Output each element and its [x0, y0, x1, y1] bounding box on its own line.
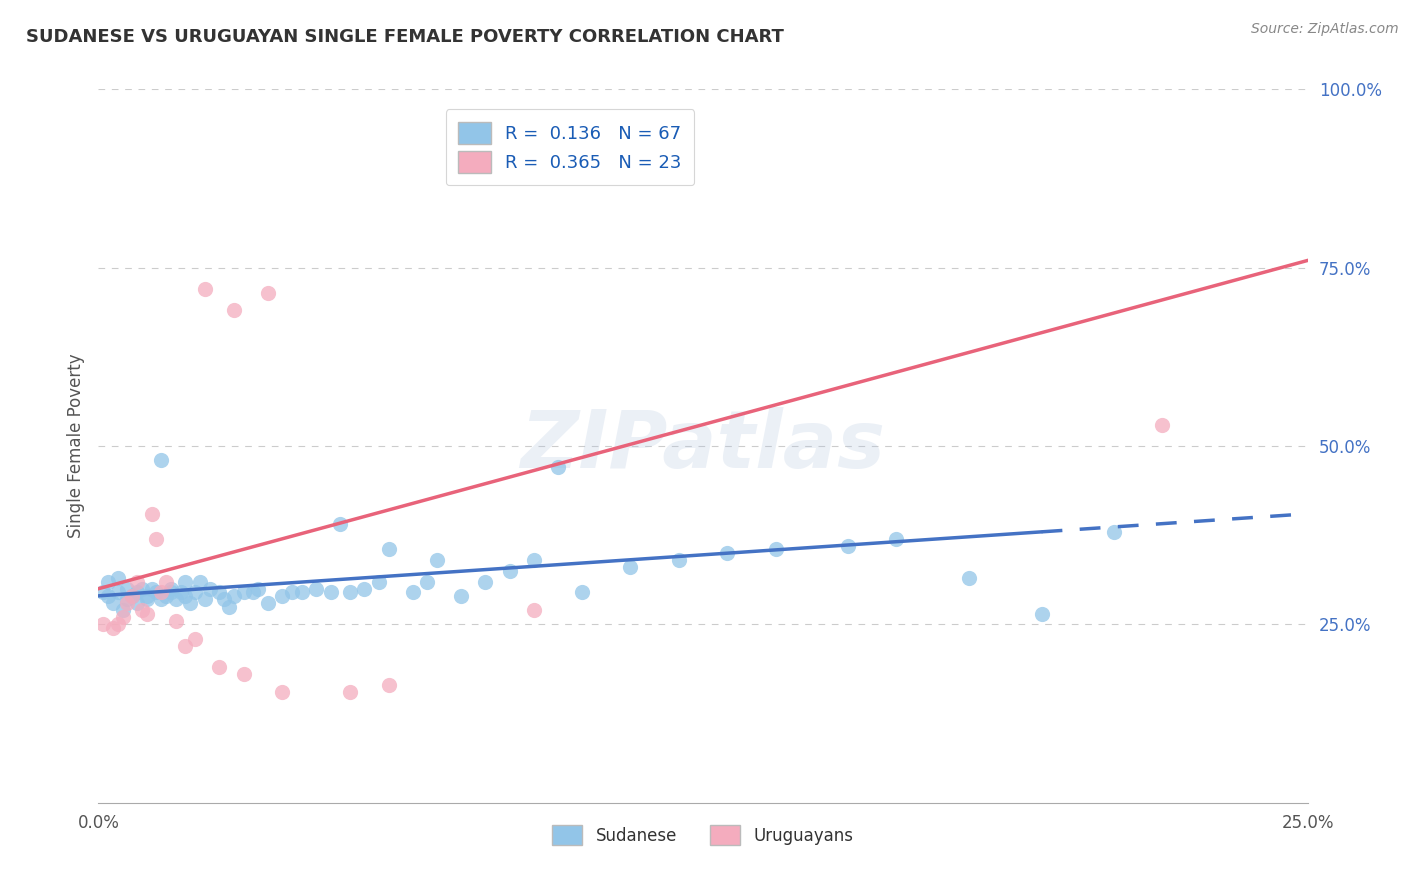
Point [101, 596, 124, 610]
Point [523, 603, 546, 617]
Point [329, 517, 352, 532]
Point [765, 542, 787, 557]
Point [107, 585, 129, 599]
Point [281, 585, 304, 599]
Point [232, 585, 254, 599]
Point [377, 678, 399, 692]
Point [571, 585, 593, 599]
Point [194, 282, 217, 296]
Point [368, 574, 391, 589]
Point [547, 460, 569, 475]
Point [91, 585, 114, 599]
Text: Source: ZipAtlas.com: Source: ZipAtlas.com [1251, 22, 1399, 37]
Point [111, 603, 134, 617]
Point [256, 596, 278, 610]
Point [474, 574, 496, 589]
Point [165, 614, 187, 628]
Point [668, 553, 690, 567]
Point [271, 685, 294, 699]
Point [498, 564, 520, 578]
Point [957, 571, 980, 585]
Point [523, 553, 546, 567]
Point [91, 617, 114, 632]
Point [127, 574, 149, 589]
Point [218, 599, 240, 614]
Point [208, 585, 231, 599]
Point [131, 603, 153, 617]
Point [339, 685, 361, 699]
Point [305, 582, 328, 596]
Point [117, 582, 139, 596]
Point [107, 571, 129, 585]
Point [174, 589, 197, 603]
Point [150, 592, 173, 607]
Point [619, 560, 641, 574]
Point [188, 574, 211, 589]
Point [155, 589, 177, 603]
Point [174, 639, 197, 653]
Point [111, 610, 134, 624]
Point [117, 596, 139, 610]
Point [150, 585, 173, 599]
Point [242, 585, 264, 599]
Point [212, 592, 235, 607]
Point [319, 585, 342, 599]
Legend: Sudanese, Uruguayans: Sudanese, Uruguayans [538, 812, 868, 859]
Point [353, 582, 375, 596]
Point [1031, 607, 1053, 621]
Point [131, 582, 153, 596]
Point [160, 585, 183, 599]
Point [97, 574, 120, 589]
Point [150, 453, 173, 467]
Point [208, 660, 231, 674]
Point [290, 585, 312, 599]
Point [174, 574, 197, 589]
Point [402, 585, 425, 599]
Point [450, 589, 472, 603]
Point [837, 539, 859, 553]
Point [339, 585, 361, 599]
Point [377, 542, 399, 557]
Point [145, 585, 167, 599]
Point [121, 589, 143, 603]
Point [165, 592, 187, 607]
Point [155, 574, 177, 589]
Point [141, 582, 163, 596]
Point [97, 589, 120, 603]
Point [179, 596, 201, 610]
Point [194, 592, 217, 607]
Point [184, 585, 207, 599]
Point [271, 589, 294, 603]
Point [198, 582, 221, 596]
Point [256, 285, 278, 300]
Point [1152, 417, 1174, 432]
Y-axis label: Single Female Poverty: Single Female Poverty [66, 354, 84, 538]
Point [716, 546, 738, 560]
Point [121, 589, 143, 603]
Point [232, 667, 254, 681]
Point [426, 553, 449, 567]
Point [135, 592, 157, 607]
Point [135, 589, 157, 603]
Point [127, 596, 149, 610]
Point [145, 532, 167, 546]
Point [886, 532, 908, 546]
Point [1102, 524, 1125, 539]
Point [184, 632, 207, 646]
Point [141, 507, 163, 521]
Point [117, 592, 139, 607]
Point [247, 582, 270, 596]
Point [222, 589, 245, 603]
Point [135, 607, 157, 621]
Point [222, 303, 245, 318]
Point [169, 585, 191, 599]
Point [107, 617, 129, 632]
Text: ZIPatlas: ZIPatlas [520, 407, 886, 485]
Point [416, 574, 439, 589]
Point [127, 585, 149, 599]
Text: SUDANESE VS URUGUAYAN SINGLE FEMALE POVERTY CORRELATION CHART: SUDANESE VS URUGUAYAN SINGLE FEMALE POVE… [25, 29, 783, 46]
Point [101, 621, 124, 635]
Point [160, 582, 183, 596]
